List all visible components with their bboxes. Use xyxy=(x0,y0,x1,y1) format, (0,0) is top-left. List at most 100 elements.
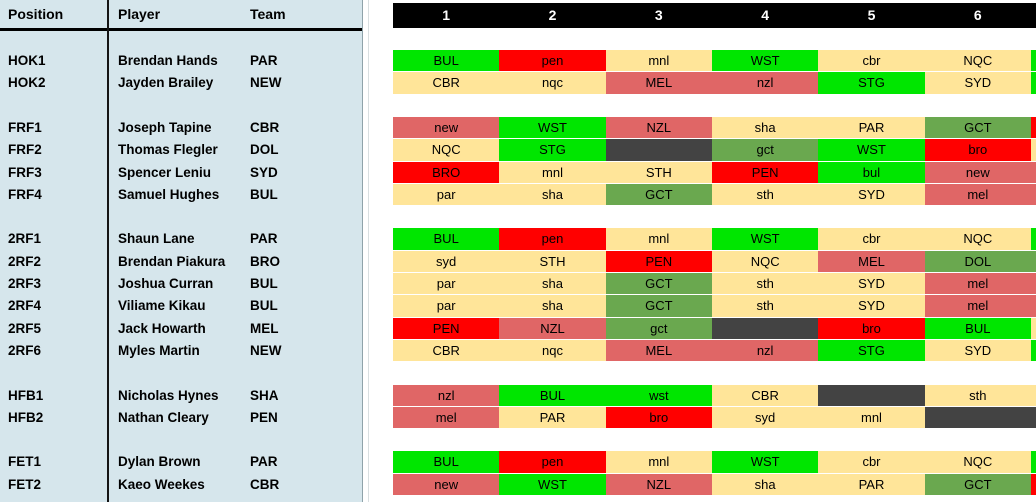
fixture-cell-2RF2-r6[interactable]: DOL xyxy=(924,250,1031,273)
player-name-cell[interactable]: Jack Howarth xyxy=(118,320,206,336)
fixture-cell-2RF2-r4[interactable]: NQC xyxy=(711,250,819,273)
fixture-cell-HOK2-r2[interactable]: nqc xyxy=(499,72,606,94)
fixture-cell-FRF1-r2[interactable]: WST xyxy=(499,116,606,139)
team-cell[interactable]: PEN xyxy=(250,409,278,425)
fixture-cell-HFB2-r5[interactable]: mnl xyxy=(818,406,925,429)
fixture-cell-2RF6-r4[interactable]: nzl xyxy=(711,339,819,362)
round-header-1[interactable]: 1 xyxy=(442,7,451,23)
fixture-cell-HOK2-r3[interactable]: MEL xyxy=(605,72,712,94)
round-header-3[interactable]: 3 xyxy=(654,7,663,23)
player-name-cell[interactable]: Nathan Cleary xyxy=(118,409,209,425)
fixture-cell-HFB1-r6[interactable]: sth xyxy=(924,384,1031,406)
fixture-cell-FRF1-r4[interactable]: sha xyxy=(711,116,819,139)
fixture-cell-2RF3-r1[interactable]: par xyxy=(393,273,500,295)
player-name-cell[interactable]: Jayden Brailey xyxy=(118,75,214,91)
fixture-cell-HFB1-r3[interactable]: wst xyxy=(605,384,712,406)
fixture-cell-FRF2-r1[interactable]: NQC xyxy=(393,139,500,161)
position-cell[interactable]: FRF3 xyxy=(8,164,42,180)
fixture-cell-FRF4-r1[interactable]: par xyxy=(393,183,500,206)
fixture-cell-2RF1-r3[interactable]: mnl xyxy=(605,228,712,250)
fixture-cell-FET2-r2[interactable]: WST xyxy=(499,473,606,496)
position-cell[interactable]: FRF4 xyxy=(8,186,42,202)
fixture-cell-FET1-r6[interactable]: NQC xyxy=(924,451,1031,473)
fixture-cell-2RF1-r1[interactable]: BUL xyxy=(393,228,500,250)
team-cell[interactable]: PAR xyxy=(250,53,278,68)
fixture-cell-2RF5-r2[interactable]: NZL xyxy=(499,317,606,339)
fixture-cell-FET2-r3[interactable]: NZL xyxy=(605,473,712,496)
fixture-cell-FRF3-r4[interactable]: PEN xyxy=(711,161,819,183)
team-cell[interactable]: DOL xyxy=(250,142,279,158)
fixture-cell-FRF3-r1[interactable]: BRO xyxy=(393,161,500,183)
team-cell[interactable]: CBR xyxy=(250,476,280,492)
position-cell[interactable]: FET2 xyxy=(8,476,42,492)
fixture-cell-2RF6-r1[interactable]: CBR xyxy=(393,339,500,362)
fixture-cell-HOK1-r3[interactable]: mnl xyxy=(605,50,712,72)
fixture-cell-2RF6-r6[interactable]: SYD xyxy=(924,339,1031,362)
team-cell[interactable]: NEW xyxy=(250,75,282,91)
position-column-header[interactable]: Position xyxy=(8,6,64,22)
fixture-cell-2RF1-r5[interactable]: cbr xyxy=(818,228,925,250)
fixture-cell-2RF1-r6[interactable]: NQC xyxy=(924,228,1031,250)
position-cell[interactable]: HFB1 xyxy=(8,387,44,403)
player-name-cell[interactable]: Samuel Hughes xyxy=(118,186,220,202)
fixture-cell-2RF2-r2[interactable]: STH xyxy=(499,250,606,273)
round-header-6[interactable]: 6 xyxy=(973,7,982,23)
position-cell[interactable]: 2RF2 xyxy=(8,253,42,269)
team-cell[interactable]: MEL xyxy=(250,320,279,336)
fixture-cell-HFB2-r3[interactable]: bro xyxy=(605,406,712,429)
player-name-cell[interactable]: Kaeo Weekes xyxy=(118,476,205,492)
fixture-cell-FET1-r4[interactable]: WST xyxy=(711,451,819,473)
player-name-cell[interactable]: Joseph Tapine xyxy=(118,119,212,135)
team-cell[interactable]: BUL xyxy=(250,186,278,202)
player-name-cell[interactable]: Brendan Piakura xyxy=(118,253,226,269)
fixture-cell-2RF3-r5[interactable]: SYD xyxy=(818,273,925,295)
player-name-cell[interactable]: Nicholas Hynes xyxy=(118,387,219,403)
fixture-cell-2RF3-r6[interactable]: mel xyxy=(924,273,1031,295)
fixture-cell-FRF2-r3[interactable] xyxy=(605,139,712,161)
fixture-cell-HOK2-r1[interactable]: CBR xyxy=(393,72,500,94)
position-cell[interactable]: 2RF1 xyxy=(8,231,42,247)
fixture-cell-HFB2-r1[interactable]: mel xyxy=(393,406,500,429)
player-name-cell[interactable]: Spencer Leniu xyxy=(118,164,212,180)
fixture-cell-FRF4-r3[interactable]: GCT xyxy=(605,183,712,206)
fixture-cell-2RF6-r3[interactable]: MEL xyxy=(605,339,712,362)
fixture-cell-HFB2-r4[interactable]: syd xyxy=(711,406,819,429)
fixture-cell-FET1-r2[interactable]: pen xyxy=(499,451,606,473)
fixture-cell-2RF5-r5[interactable]: bro xyxy=(818,317,925,339)
fixture-cell-2RF5-r6[interactable]: BUL xyxy=(924,317,1031,339)
round-header-5[interactable]: 5 xyxy=(867,7,876,23)
fixture-cell-FRF3-r2[interactable]: mnl xyxy=(499,161,606,183)
team-cell[interactable]: SYD xyxy=(250,164,278,180)
fixture-cell-HFB1-r4[interactable]: CBR xyxy=(711,384,819,406)
position-cell[interactable]: 2RF5 xyxy=(8,320,42,336)
fixture-cell-2RF3-r4[interactable]: sth xyxy=(711,273,819,295)
fixture-cell-FRF4-r2[interactable]: sha xyxy=(499,183,606,206)
team-cell[interactable]: PAR xyxy=(250,454,278,470)
fixture-cell-2RF4-r4[interactable]: sth xyxy=(711,295,819,317)
position-cell[interactable]: FRF2 xyxy=(8,142,42,158)
fixture-cell-2RF2-r1[interactable]: syd xyxy=(393,250,500,273)
player-name-cell[interactable]: Brendan Hands xyxy=(118,53,218,68)
fixture-cell-2RF5-r1[interactable]: PEN xyxy=(393,317,500,339)
fixture-cell-FET1-r3[interactable]: mnl xyxy=(605,451,712,473)
fixture-cell-FET1-r1[interactable]: BUL xyxy=(393,451,500,473)
fixture-cell-HFB2-r2[interactable]: PAR xyxy=(499,406,606,429)
player-name-cell[interactable]: Viliame Kikau xyxy=(118,298,206,314)
fixture-cell-FRF4-r5[interactable]: SYD xyxy=(818,183,925,206)
fixture-cell-2RF3-r2[interactable]: sha xyxy=(499,273,606,295)
fixture-cell-FET2-r1[interactable]: new xyxy=(393,473,500,496)
fixture-cell-2RF1-r4[interactable]: WST xyxy=(711,228,819,250)
position-cell[interactable]: HOK1 xyxy=(8,53,46,68)
fixture-cell-FRF4-r6[interactable]: mel xyxy=(924,183,1031,206)
fixture-cell-FRF2-r2[interactable]: STG xyxy=(499,139,606,161)
fixture-cell-HOK1-r6[interactable]: NQC xyxy=(924,50,1031,72)
fixture-cell-HOK1-r5[interactable]: cbr xyxy=(818,50,925,72)
fixture-cell-FRF1-r3[interactable]: NZL xyxy=(605,116,712,139)
round-header-4[interactable]: 4 xyxy=(761,7,770,23)
fixture-cell-FET2-r6[interactable]: GCT xyxy=(924,473,1031,496)
position-cell[interactable]: HOK2 xyxy=(8,75,46,91)
team-cell[interactable]: SHA xyxy=(250,387,279,403)
fixture-cell-HOK2-r5[interactable]: STG xyxy=(818,72,925,94)
position-cell[interactable]: 2RF4 xyxy=(8,298,42,314)
team-cell[interactable]: CBR xyxy=(250,119,280,135)
